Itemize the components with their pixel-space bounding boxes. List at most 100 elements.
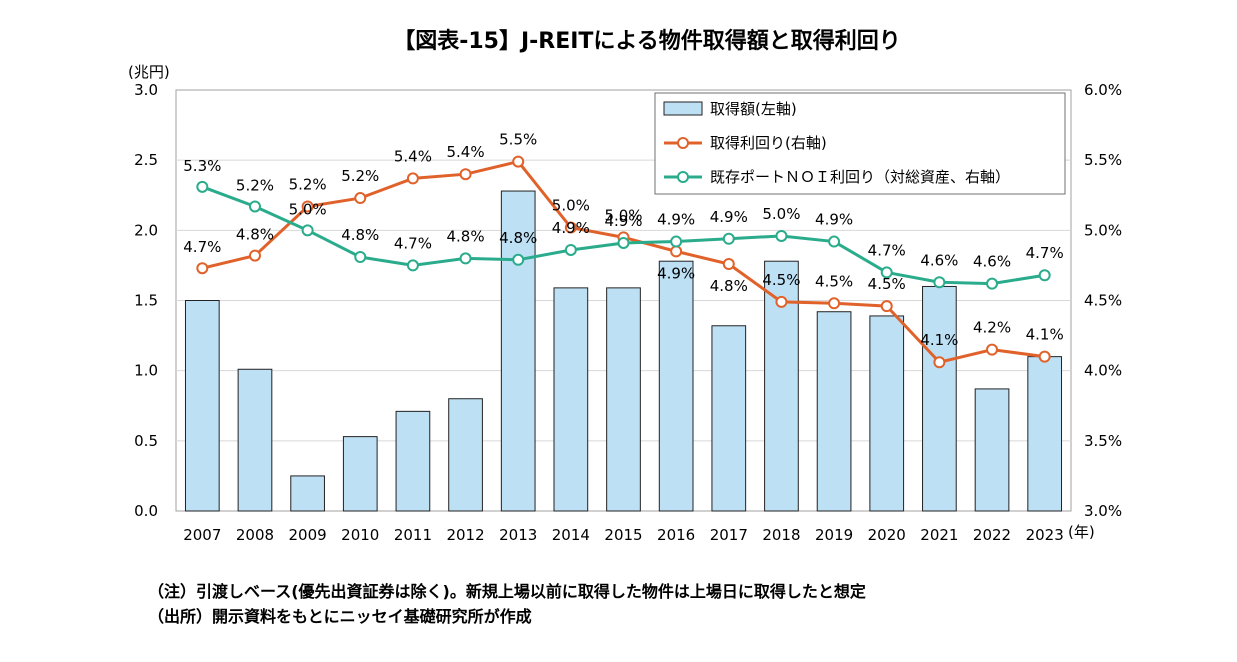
- marker: [248, 200, 261, 213]
- x-tick-label: 2008: [236, 526, 274, 544]
- marker: [406, 172, 419, 185]
- data-label: 5.0%: [289, 200, 327, 218]
- legend-bar-swatch: [663, 101, 703, 116]
- data-label: 5.2%: [236, 176, 274, 194]
- marker: [775, 229, 788, 242]
- data-label: 4.7%: [394, 234, 432, 252]
- marker: [459, 252, 472, 265]
- right-tick-label: 3.0%: [1084, 502, 1122, 520]
- data-label: 4.9%: [710, 208, 748, 226]
- bar: [922, 285, 957, 512]
- marker: [512, 155, 525, 168]
- x-tick-label: 2021: [920, 526, 958, 544]
- marker: [775, 295, 788, 308]
- data-label: 5.0%: [604, 206, 642, 224]
- marker: [406, 259, 419, 272]
- data-label: 5.4%: [394, 147, 432, 165]
- bar: [184, 300, 220, 512]
- data-label: 4.8%: [447, 227, 485, 245]
- x-tick-label: 2014: [552, 526, 590, 544]
- x-tick-label: 2023: [1026, 526, 1064, 544]
- data-label: 4.8%: [710, 277, 748, 295]
- x-tick-label: 2017: [710, 526, 748, 544]
- marker: [880, 266, 893, 279]
- data-label: 5.0%: [552, 197, 590, 215]
- marker: [301, 200, 314, 213]
- marker: [670, 245, 683, 258]
- right-tick-label: 4.5%: [1084, 292, 1122, 310]
- data-label: 4.6%: [920, 251, 958, 269]
- marker: [196, 262, 209, 275]
- left-axis: 0.0 0.5 1.0 1.5 2.0 2.5 3.0: [134, 81, 158, 520]
- legend-box: [654, 92, 1066, 195]
- marker: [933, 276, 946, 289]
- marker: [564, 243, 577, 256]
- marker: [722, 258, 735, 271]
- bar: [658, 260, 694, 512]
- x-tick-label: 2020: [868, 526, 906, 544]
- data-label: 4.1%: [1026, 326, 1064, 344]
- data-label: 4.9%: [604, 212, 642, 230]
- marker: [512, 253, 525, 266]
- marker: [196, 180, 209, 193]
- marker: [722, 232, 735, 245]
- x-tick-label: 2010: [341, 526, 379, 544]
- chart-title: 【図表-15】J-REITによる物件取得額と取得利回り: [393, 28, 901, 54]
- bar: [395, 410, 431, 512]
- data-label: 5.2%: [341, 167, 379, 185]
- x-tick-label: 2015: [604, 526, 642, 544]
- left-axis-unit: (兆円): [128, 63, 170, 81]
- right-tick-label: 6.0%: [1084, 81, 1122, 99]
- bar-series: [184, 190, 1063, 512]
- marker: [617, 236, 630, 249]
- left-tick-label: 0.0: [134, 502, 158, 520]
- marker: [248, 249, 261, 262]
- marker: [880, 300, 893, 313]
- data-label: 4.5%: [815, 272, 853, 290]
- left-tick-label: 1.0: [134, 362, 158, 380]
- legend: 取得額(左軸) 取得利回り(右軸) 既存ポートＮＯＩ利回り（対総資産、右軸）: [654, 92, 1066, 195]
- left-tick-label: 2.0: [134, 221, 158, 239]
- data-label: 5.0%: [762, 205, 800, 223]
- bar: [290, 475, 325, 512]
- data-label: 5.5%: [499, 131, 537, 149]
- data-label: 5.4%: [447, 143, 485, 161]
- bar: [816, 311, 852, 512]
- marker: [459, 168, 472, 181]
- left-tick-label: 0.5: [134, 432, 158, 450]
- marker: [828, 235, 841, 248]
- marker: [986, 343, 999, 356]
- bar: [237, 368, 273, 512]
- left-tick-label: 1.5: [134, 292, 158, 310]
- data-label: 4.7%: [1026, 244, 1064, 262]
- bar: [974, 388, 1010, 512]
- footnote-source: （出所）開示資料をもとにニッセイ基礎研究所が作成: [148, 607, 532, 626]
- x-tick-label: 2022: [973, 526, 1011, 544]
- data-label: 4.8%: [499, 229, 537, 247]
- bar: [869, 315, 905, 512]
- left-tick-label: 2.5: [134, 151, 158, 169]
- bar: [606, 287, 641, 512]
- right-tick-label: 4.0%: [1084, 362, 1122, 380]
- x-axis: 2007 2008 2009 2010 2011 2012 2013 2014 2015 2016…: [183, 526, 1064, 544]
- data-label: 4.9%: [552, 219, 590, 237]
- data-label: 5.3%: [183, 157, 221, 175]
- legend-yield-label: 取得利回り(右軸): [710, 134, 827, 152]
- data-label: 4.8%: [236, 226, 274, 244]
- right-axis: 3.0% 3.5% 4.0% 4.5% 5.0% 5.5% 6.0%: [1084, 81, 1122, 520]
- marker: [354, 250, 367, 263]
- data-label: 4.7%: [183, 238, 221, 256]
- data-label: 5.2%: [289, 175, 327, 193]
- line-series: [196, 155, 1051, 369]
- x-tick-label: 2016: [657, 526, 695, 544]
- x-tick-label: 2012: [446, 526, 484, 544]
- bar: [342, 436, 378, 512]
- x-tick-label: 2018: [762, 526, 800, 544]
- footnote-note: （注）引渡しベース(優先出資証券は除く)。新規上場以前に取得した物件は上場日に取…: [148, 582, 866, 601]
- data-label: 4.9%: [657, 264, 695, 282]
- marker: [828, 297, 841, 310]
- x-axis-unit: (年): [1068, 523, 1095, 541]
- data-label: 4.1%: [920, 331, 958, 349]
- data-label: 4.6%: [973, 253, 1011, 271]
- marker: [670, 235, 683, 248]
